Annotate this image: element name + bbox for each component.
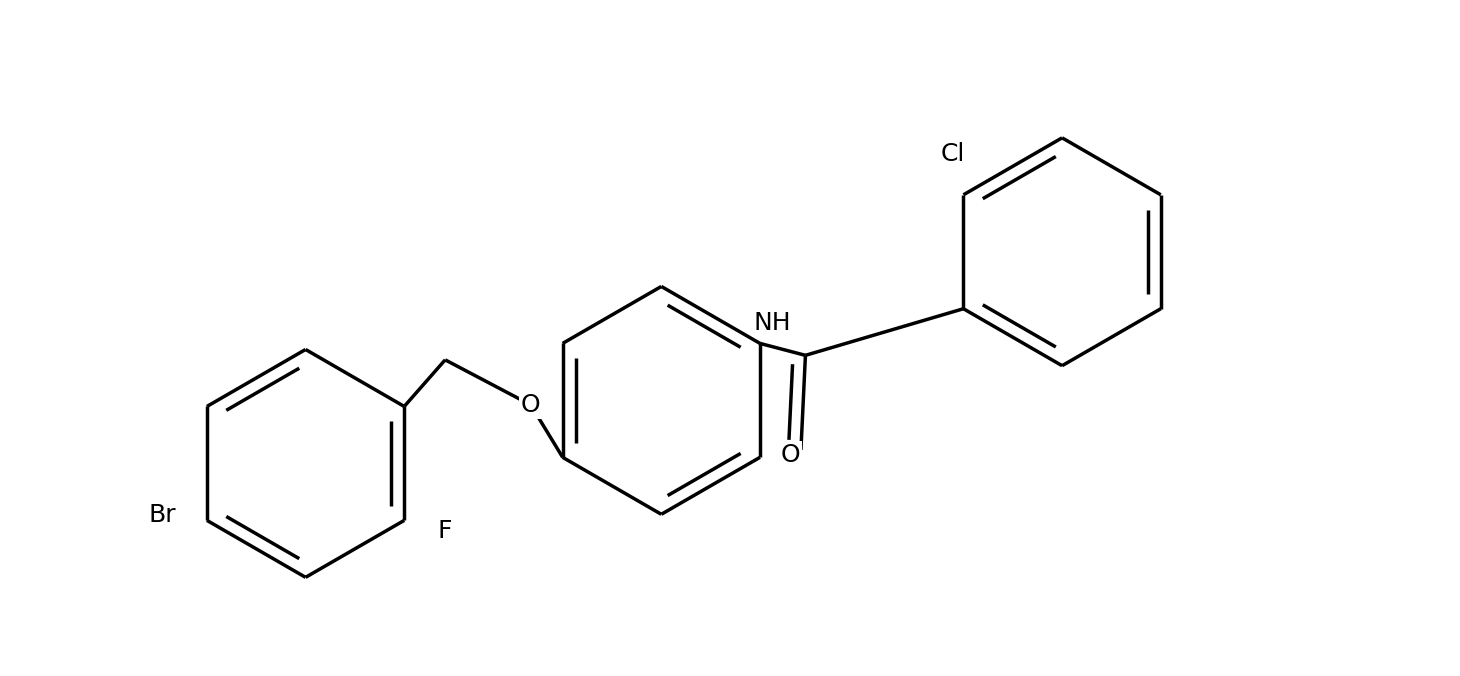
Text: O: O bbox=[521, 393, 540, 417]
Text: F: F bbox=[438, 518, 453, 543]
Text: O: O bbox=[781, 443, 800, 467]
Text: Cl: Cl bbox=[940, 142, 965, 166]
Text: Br: Br bbox=[149, 503, 175, 527]
Text: NH: NH bbox=[753, 311, 791, 335]
